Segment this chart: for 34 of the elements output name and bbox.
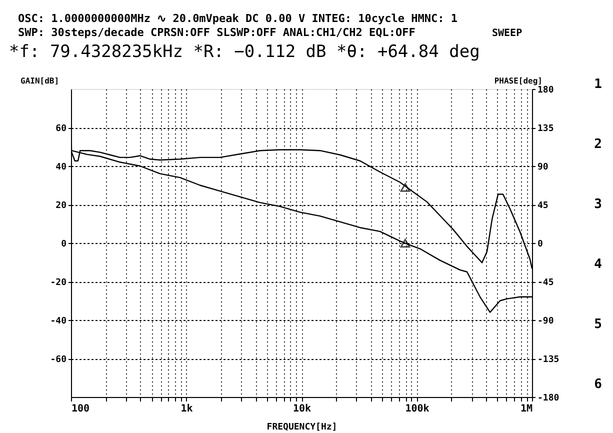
- text: 4: [594, 257, 602, 272]
- x-tick-label: 1M: [520, 404, 532, 414]
- text: 3: [594, 197, 602, 212]
- x-axis-title: FREQUENCY[Hz]: [266, 422, 338, 432]
- text: SWP: 30steps/decade CPRSN:OFF SLSWP:OFF ANAL:CH1/CH2 EQL:OFF: [18, 26, 416, 39]
- text: OSC: 1.0000000000MHz ∿ 20.0mVpeak DC 0.00 V INTEG: 10cycle HMNC: 1: [18, 12, 458, 25]
- y2-tick-label: 135: [538, 124, 554, 134]
- text: 1: [594, 77, 602, 92]
- text: SWEEP: [492, 28, 522, 39]
- y2-tick-label: -45: [538, 278, 554, 288]
- y2-tick-label: -180: [538, 394, 560, 404]
- x-tick-label: 100: [72, 404, 90, 414]
- y-tick-label: 60: [56, 124, 66, 134]
- x-tick-label: 10k: [292, 404, 312, 414]
- y-tick-label: 0: [61, 240, 66, 250]
- x-tick-label: 1k: [180, 404, 193, 414]
- y2-tick-label: 45: [538, 201, 548, 211]
- y2-axis-title: PHASE[deg]: [494, 76, 542, 86]
- text: 2: [594, 137, 602, 152]
- y-tick-label: 40: [56, 162, 66, 172]
- y-tick-label: -60: [50, 355, 66, 365]
- y-tick-label: -40: [50, 316, 66, 326]
- text: 6: [594, 377, 602, 392]
- chart-title: *f: 79.4328235kHz *R: −0.112 dB *θ: +64.84 deg: [9, 42, 480, 62]
- y2-tick-label: -90: [538, 316, 554, 326]
- y2-tick-label: 180: [538, 86, 554, 96]
- y2-tick-label: 90: [538, 162, 548, 172]
- y-tick-label: 20: [56, 201, 66, 211]
- y-tick-label: -20: [50, 278, 66, 288]
- x-tick-label: 100k: [405, 404, 430, 414]
- y2-tick-label: -135: [538, 355, 560, 365]
- y-axis-title: GAIN[dB]: [20, 76, 60, 86]
- text: 5: [594, 317, 602, 332]
- y2-tick-label: 0: [538, 240, 543, 250]
